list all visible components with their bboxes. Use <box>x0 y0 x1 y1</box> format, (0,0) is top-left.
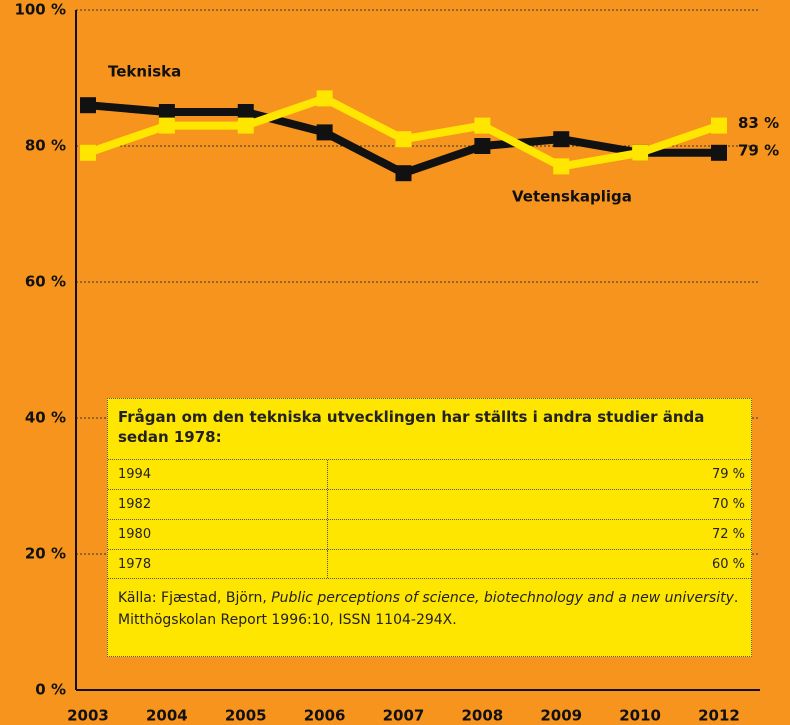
x-tick-label: 2004 <box>146 707 188 725</box>
point-marker <box>395 131 412 148</box>
point-marker <box>474 117 491 134</box>
y-tick-label: 100 % <box>14 1 66 19</box>
point-marker <box>711 117 727 134</box>
series-name: Vetenskapliga <box>512 188 632 206</box>
y-tick-label: 60 % <box>25 273 66 291</box>
point-marker <box>316 90 333 107</box>
source-text: . Mitthögskolan Report 1996:10, ISSN 110… <box>118 590 739 628</box>
inset-source: Källa: Fjæstad, Björn, Public perception… <box>108 579 751 639</box>
point-marker <box>474 138 491 154</box>
point-marker <box>237 104 254 120</box>
point-marker <box>316 124 333 141</box>
inset-cell: 1994 <box>108 460 328 489</box>
point-marker <box>395 165 412 182</box>
x-tick-label: 2009 <box>540 707 582 725</box>
y-tick-label: 80 % <box>25 137 66 155</box>
inset-row: 1982 70 % <box>108 489 751 519</box>
inset-cell: 1978 <box>108 550 328 578</box>
point-marker <box>711 144 727 161</box>
point-marker <box>80 144 96 161</box>
inset-rows: 1994 79 % 1982 70 % 1980 72 % 1978 60 % <box>108 459 751 579</box>
point-marker <box>158 104 175 120</box>
x-tick-label: 2008 <box>462 707 504 725</box>
y-tick-label: 20 % <box>25 545 66 563</box>
point-marker <box>237 117 254 134</box>
source-text: Källa: Fjæstad, Björn, <box>118 590 272 606</box>
inset-cell: 60 % <box>711 557 745 572</box>
inset-table: Frågan om den tekniska utvecklingen har … <box>107 398 752 657</box>
point-marker <box>553 158 570 175</box>
inset-cell: 1980 <box>108 520 328 549</box>
inset-cell: 70 % <box>711 497 745 512</box>
value-label: 79 % <box>738 141 779 159</box>
value-label: 83 % <box>738 114 779 132</box>
inset-cell: 72 % <box>711 527 745 542</box>
point-marker <box>632 144 649 161</box>
y-tick-label: 40 % <box>25 409 66 427</box>
point-marker <box>553 131 570 148</box>
x-tick-label: 2010 <box>619 707 661 725</box>
inset-title: Frågan om den tekniska utvecklingen har … <box>118 408 705 446</box>
point-marker <box>158 117 175 134</box>
x-tick-label: 2007 <box>383 707 425 725</box>
series-name: Tekniska <box>108 63 181 81</box>
source-title: Public perceptions of science, biotechno… <box>271 590 734 606</box>
y-tick-label: 0 % <box>35 681 66 699</box>
x-tick-label: 2012 <box>698 707 740 725</box>
inset-row: 1994 79 % <box>108 459 751 489</box>
inset-row: 1980 72 % <box>108 519 751 549</box>
inset-cell: 1982 <box>108 490 328 519</box>
inset-cell: 79 % <box>711 467 745 482</box>
x-tick-label: 2006 <box>304 707 346 725</box>
inset-row: 1978 60 % <box>108 549 751 579</box>
x-tick-label: 2005 <box>225 707 267 725</box>
x-tick-label: 2003 <box>67 707 109 725</box>
point-marker <box>80 97 96 114</box>
